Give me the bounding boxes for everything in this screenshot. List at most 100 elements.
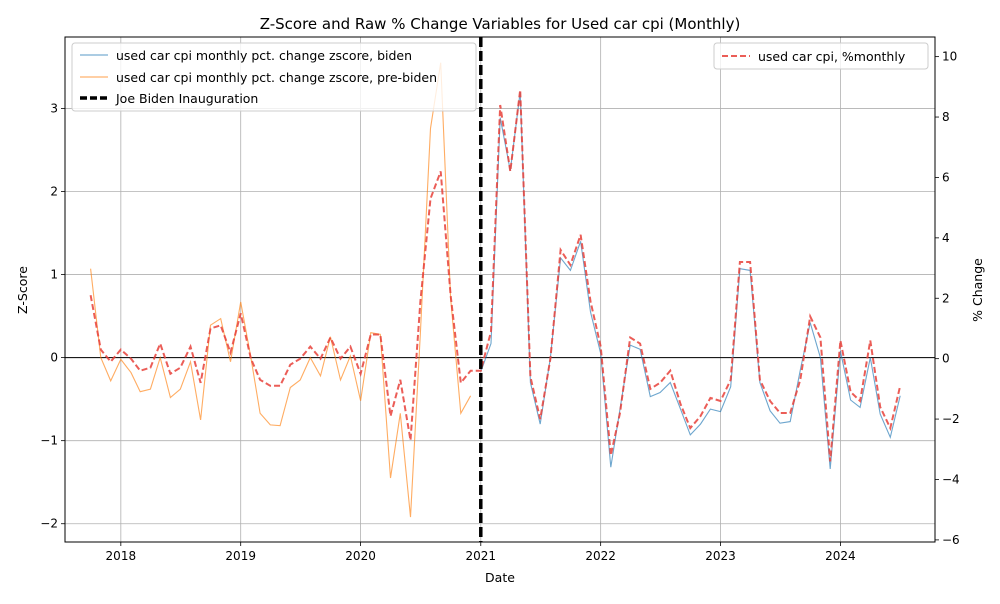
y-axis-right: −6 −4 −2 0 2 4 6 8 10 (935, 50, 960, 547)
data-point-pct (480, 370, 482, 372)
y-right-tick-label: 10 (942, 50, 957, 64)
data-point-pct (869, 339, 871, 341)
x-tick-label: 2024 (825, 549, 856, 563)
data-point-pre-biden (89, 268, 91, 270)
data-point-pre-biden (189, 361, 191, 363)
y-right-tick-label: 2 (942, 291, 950, 305)
data-point-pct (229, 351, 231, 353)
data-point-pre-biden (240, 301, 242, 303)
y-right-tick-label: −2 (942, 412, 960, 426)
x-axis: 2018 2019 2020 2021 2022 2023 2024 (106, 542, 856, 563)
data-point-pct (649, 388, 651, 390)
data-point-pct (370, 333, 372, 335)
data-point-biden (610, 466, 612, 468)
data-point-biden (689, 434, 691, 436)
data-point-pct (460, 382, 462, 384)
data-point-pct (509, 170, 511, 172)
data-point-biden (889, 436, 891, 438)
data-point-pre-biden (319, 375, 321, 377)
y-left-tick-label: 0 (50, 351, 58, 365)
data-point-pct (289, 364, 291, 366)
data-point-pct (689, 427, 691, 429)
data-point-pre-biden (209, 324, 211, 326)
data-point-pct (449, 294, 451, 296)
y-axis-left: −2 −1 0 1 2 3 (40, 101, 65, 531)
data-point-biden (769, 410, 771, 412)
data-point-biden (589, 311, 591, 313)
data-point-pre-biden (279, 425, 281, 427)
data-point-pct (839, 339, 841, 341)
data-point-pct (469, 370, 471, 372)
data-point-pre-biden (159, 356, 161, 358)
data-point-pre-biden (289, 386, 291, 388)
data-point-pct (389, 415, 391, 417)
data-point-pct (139, 370, 141, 372)
data-point-pct (899, 385, 901, 387)
data-point-pre-biden (359, 400, 361, 402)
data-point-pre-biden (309, 356, 311, 358)
legend-label-inauguration: Joe Biden Inauguration (115, 91, 258, 106)
x-tick-label: 2019 (225, 549, 256, 563)
data-point-pct (490, 330, 492, 332)
series-line-biden (480, 91, 901, 469)
data-point-pct (349, 345, 351, 347)
data-point-biden (699, 423, 701, 425)
data-point-pct (240, 312, 242, 314)
data-point-pct (499, 104, 501, 106)
data-point-pct (579, 234, 581, 236)
legend-label-pct: used car cpi, %monthly (758, 49, 906, 64)
data-point-pre-biden (469, 395, 471, 397)
data-point-biden (829, 468, 831, 470)
data-point-pct (379, 333, 381, 335)
data-point-pct (639, 342, 641, 344)
data-point-biden (859, 406, 861, 408)
data-point-pct (739, 261, 741, 263)
data-point-pct (889, 427, 891, 429)
data-point-pct (309, 345, 311, 347)
data-point-pre-biden (130, 371, 132, 373)
data-point-pct (130, 358, 132, 360)
data-point-biden (569, 269, 571, 271)
data-point-biden (719, 410, 721, 412)
y-right-tick-label: −4 (942, 472, 960, 486)
legend-right: used car cpi, %monthly (713, 42, 929, 70)
data-point-biden (669, 381, 671, 383)
data-point-pct (220, 324, 222, 326)
x-tick-label: 2022 (585, 549, 616, 563)
data-point-pct (549, 358, 551, 360)
data-point-pct (559, 249, 561, 251)
data-point-pct (529, 376, 531, 378)
data-point-pre-biden (339, 379, 341, 381)
data-point-pct (399, 379, 401, 381)
y-right-tick-label: 4 (942, 231, 950, 245)
data-point-biden (869, 356, 871, 358)
data-point-pct (169, 373, 171, 375)
data-point-pct (699, 415, 701, 417)
data-point-pre-biden (299, 379, 301, 381)
data-point-pct (100, 348, 102, 350)
legend-left: used car cpi monthly pct. change zscore,… (71, 42, 477, 112)
data-point-pre-biden (460, 412, 462, 414)
data-point-biden (759, 381, 761, 383)
data-point-pre-biden (229, 361, 231, 363)
legend-label-pre-biden: used car cpi monthly pct. change zscore,… (116, 70, 437, 85)
y-left-tick-label: −1 (40, 434, 58, 448)
data-point-pct (679, 403, 681, 405)
data-point-pct (730, 379, 732, 381)
data-point-pct (209, 327, 211, 329)
y-right-tick-label: 8 (942, 110, 950, 124)
data-point-biden (899, 395, 901, 397)
data-point-pre-biden (120, 358, 122, 360)
y-left-tick-label: −2 (40, 517, 58, 531)
data-point-pct (539, 418, 541, 420)
data-point-pct (409, 439, 411, 441)
data-point-pre-biden (179, 388, 181, 390)
data-point-pct (259, 379, 261, 381)
data-point-biden (490, 342, 492, 344)
data-point-pct (250, 358, 252, 360)
y-right-tick-label: −6 (942, 533, 960, 547)
data-point-pre-biden (389, 477, 391, 479)
data-point-pre-biden (139, 391, 141, 393)
data-point-pct (589, 300, 591, 302)
